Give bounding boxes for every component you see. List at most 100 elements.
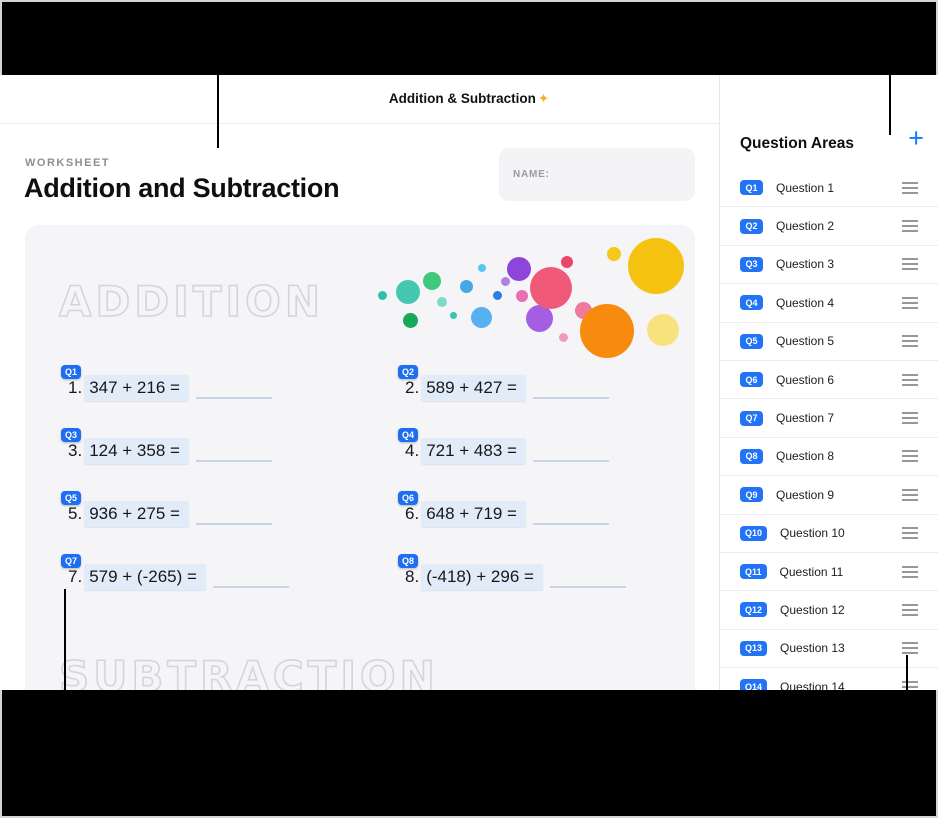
problem-number: 3.: [68, 441, 83, 460]
toolbar-divider: [0, 123, 719, 124]
bubble: [470, 306, 492, 328]
window-title-text: Addition & Subtraction: [388, 91, 536, 106]
question-label: Question 1: [776, 180, 835, 195]
question-list-item[interactable]: Q10 Question 10: [720, 514, 938, 553]
drag-handle-icon[interactable]: [902, 565, 918, 578]
drag-handle-icon[interactable]: [902, 335, 918, 348]
question-area-badge[interactable]: Q3: [61, 428, 82, 442]
problem-expression: 589 + 427 =: [421, 375, 526, 401]
drag-handle-icon[interactable]: [902, 527, 918, 540]
problem-number: 2.: [405, 378, 420, 397]
drag-handle-icon[interactable]: [902, 373, 918, 386]
subtraction-section-heading: SUBTRACTION: [58, 651, 439, 690]
question-badge: Q2: [740, 218, 763, 234]
answer-blank: [212, 586, 289, 588]
question-area-badge[interactable]: Q1: [61, 365, 82, 379]
bubble: [437, 297, 447, 307]
question-list-item[interactable]: Q3 Question 3: [720, 245, 938, 285]
question-list-item[interactable]: Q2 Question 2: [720, 207, 938, 246]
problem[interactable]: Q3 3. 124 + 358 =: [61, 428, 272, 464]
question-list-item[interactable]: Q12 Question 12: [720, 591, 938, 630]
question-badge: Q4: [740, 295, 763, 311]
question-label: Question 11: [779, 564, 844, 579]
add-question-area-button[interactable]: +: [908, 123, 924, 153]
window-title: Addition & Subtraction ✦: [0, 91, 938, 107]
worksheet-panel: ADDITION SUBTRACTION Q1 1. 347 + 216 = Q2 2.…: [25, 225, 695, 690]
drag-handle-icon[interactable]: [902, 488, 918, 501]
bubble: [628, 238, 684, 294]
question-areas-sidebar: Question Areas + Q1 Question 1 Q2 Question …: [720, 75, 938, 690]
problem-expression: 648 + 719 =: [421, 501, 526, 527]
question-list-item[interactable]: Q1 Question 1: [720, 169, 938, 208]
problem-expression: 124 + 358 =: [84, 438, 189, 464]
question-badge: Q7: [740, 410, 763, 426]
problem-number: 7.: [68, 567, 83, 586]
problem-expression: 721 + 483 =: [421, 438, 526, 464]
question-badge: Q1: [740, 180, 763, 196]
question-badge: Q8: [740, 448, 763, 464]
drag-handle-icon[interactable]: [902, 296, 918, 309]
bubble: [580, 304, 634, 358]
bubble: [558, 332, 568, 342]
bubble: [377, 290, 387, 300]
question-list-item[interactable]: Q8 Question 8: [720, 437, 938, 477]
drag-handle-icon[interactable]: [902, 450, 918, 463]
question-label: Question 2: [776, 219, 835, 234]
question-list-item[interactable]: Q5 Question 5: [720, 322, 938, 361]
problem-number: 6.: [405, 504, 420, 523]
question-list-item[interactable]: Q6 Question 6: [720, 360, 938, 400]
question-area-badge[interactable]: Q8: [398, 554, 419, 568]
name-field[interactable]: NAME:: [499, 148, 695, 201]
drag-handle-icon[interactable]: [902, 220, 918, 233]
problem-number: 5.: [68, 504, 83, 523]
question-area-badge[interactable]: Q2: [398, 365, 419, 379]
problem[interactable]: Q6 6. 648 + 719 =: [398, 491, 609, 527]
addition-section-heading: ADDITION: [58, 276, 324, 327]
answer-blank: [195, 397, 272, 399]
question-badge: Q9: [740, 487, 763, 503]
question-label: Question 13: [780, 641, 845, 656]
question-list-item[interactable]: Q13 Question 13: [720, 629, 938, 669]
callout-line: [64, 589, 66, 723]
bubble: [607, 247, 621, 261]
sparkle-icon: ✦: [537, 91, 550, 106]
question-badge: Q5: [740, 333, 763, 349]
bubble: [459, 279, 473, 293]
question-area-badge[interactable]: Q7: [61, 554, 82, 568]
drag-handle-icon[interactable]: [902, 642, 918, 655]
problem[interactable]: Q2 2. 589 + 427 =: [398, 365, 609, 401]
callout-line: [906, 655, 908, 723]
problem-number: 4.: [405, 441, 420, 460]
problem[interactable]: Q1 1. 347 + 216 =: [61, 365, 272, 401]
problem-number: 8.: [405, 567, 420, 586]
problem-expression: 347 + 216 =: [84, 375, 189, 401]
question-list-item[interactable]: Q4 Question 4: [720, 284, 938, 323]
bubble: [402, 312, 418, 328]
drag-handle-icon[interactable]: [902, 258, 918, 271]
drag-handle-icon[interactable]: [902, 412, 918, 425]
question-list-item[interactable]: Q11 Question 11: [720, 552, 938, 592]
answer-blank: [532, 523, 609, 525]
problem[interactable]: Q5 5. 936 + 275 =: [61, 491, 272, 527]
bubble: [500, 276, 510, 286]
question-area-badge[interactable]: Q6: [398, 491, 419, 505]
sidebar-title: Question Areas: [740, 135, 854, 152]
bubble: [492, 290, 502, 300]
drag-handle-icon[interactable]: [902, 603, 918, 616]
question-list-item[interactable]: Q14 Question 14: [720, 668, 938, 690]
bubble: [530, 267, 572, 309]
callout-line: [217, 44, 219, 148]
problem[interactable]: Q4 4. 721 + 483 =: [398, 428, 609, 464]
bubble: [423, 272, 441, 290]
question-area-badge[interactable]: Q4: [398, 428, 419, 442]
question-list-item[interactable]: Q7 Question 7: [720, 399, 938, 438]
drag-handle-icon[interactable]: [902, 680, 918, 690]
problem-expression: 936 + 275 =: [84, 501, 189, 527]
question-label: Question 5: [776, 334, 835, 349]
question-area-badge[interactable]: Q5: [61, 491, 82, 505]
problem[interactable]: Q7 7. 579 + (-265) =: [61, 554, 289, 590]
problem[interactable]: Q8 8. (-418) + 296 =: [398, 554, 626, 590]
drag-handle-icon[interactable]: [902, 181, 918, 194]
question-list-item[interactable]: Q9 Question 9: [720, 476, 938, 515]
answer-blank: [195, 523, 272, 525]
